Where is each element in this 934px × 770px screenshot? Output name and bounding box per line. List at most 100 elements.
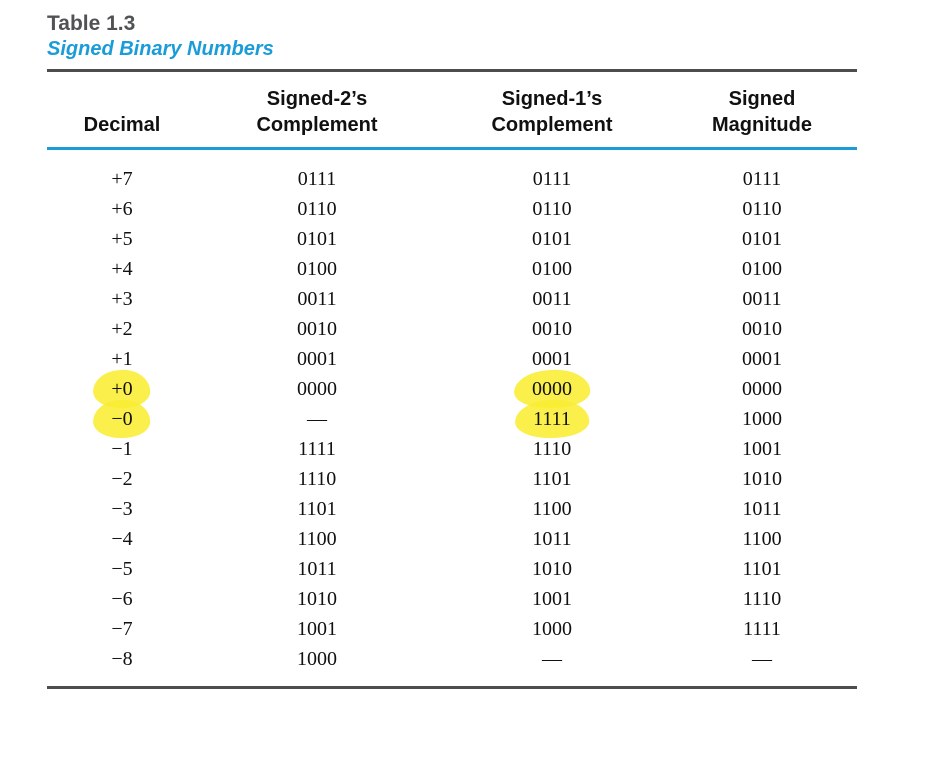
- cell-value: 1110: [532, 438, 572, 460]
- cell-value: 0110: [742, 198, 782, 220]
- column-header-signed-1s-complement: Signed-1’s Complement: [437, 72, 667, 150]
- cell-value: 0001: [742, 348, 782, 370]
- table-cell: +7: [47, 149, 197, 195]
- table-cell: 0100: [667, 254, 857, 284]
- header-row: Decimal Signed-2’s Complement Signed-1’s…: [47, 72, 857, 150]
- header-line: [47, 86, 197, 112]
- table-cell: 0110: [667, 194, 857, 224]
- table-cell: 0011: [437, 284, 667, 314]
- table-cell: 1111: [197, 434, 437, 464]
- table-row: +4 0100 0100 0100: [47, 254, 857, 284]
- cell-value: 0011: [532, 288, 572, 310]
- table-cell: 0001: [197, 344, 437, 374]
- cell-value: 1001: [742, 438, 782, 460]
- table-cell: 0110: [437, 194, 667, 224]
- table-cell: 0111: [667, 149, 857, 195]
- table-row: −4 1100 1011 1100: [47, 524, 857, 554]
- cell-value: −2: [111, 468, 133, 490]
- bottom-rule: [47, 686, 857, 689]
- table-cell: 0101: [437, 224, 667, 254]
- table-row: −7 1001 1000 1111: [47, 614, 857, 644]
- table-cell: 0000: [667, 374, 857, 404]
- table-cell: −7: [47, 614, 197, 644]
- table-cell: 0101: [197, 224, 437, 254]
- table-cell: −3: [47, 494, 197, 524]
- table-row: +3 0011 0011 0011: [47, 284, 857, 314]
- column-header-decimal: Decimal: [47, 72, 197, 150]
- table-cell: —: [667, 644, 857, 684]
- table-cell: +3: [47, 284, 197, 314]
- table-cell: 1001: [197, 614, 437, 644]
- cell-value: −4: [111, 528, 133, 550]
- table-cell: 1111: [667, 614, 857, 644]
- table-row: −2 1110 1101 1010: [47, 464, 857, 494]
- cell-value: —: [542, 648, 562, 670]
- cell-value: 0100: [297, 258, 337, 280]
- table-figure: Table 1.3 Signed Binary Numbers Decimal …: [47, 12, 857, 689]
- table-cell: −5: [47, 554, 197, 584]
- cell-value: −6: [111, 588, 133, 610]
- cell-value: 1101: [532, 468, 572, 490]
- cell-value: 1010: [742, 468, 782, 490]
- table-caption: Signed Binary Numbers: [47, 38, 274, 60]
- cell-value: 0001: [297, 348, 337, 370]
- cell-value: 0111: [297, 168, 337, 190]
- cell-value: 0011: [742, 288, 782, 310]
- cell-value: 1000: [297, 648, 337, 670]
- cell-value: 0000: [742, 378, 782, 400]
- cell-value: +1: [111, 348, 133, 370]
- table-cell: 1001: [667, 434, 857, 464]
- cell-value: 1110: [297, 468, 337, 490]
- table-cell: 0010: [197, 314, 437, 344]
- table-cell: 1011: [197, 554, 437, 584]
- header-line: Decimal: [83, 114, 161, 136]
- table-cell: +5: [47, 224, 197, 254]
- cell-value: 1100: [742, 528, 782, 550]
- cell-value: 1011: [742, 498, 782, 520]
- cell-value: 0001: [532, 348, 572, 370]
- table-cell: −0: [47, 404, 197, 434]
- highlighted-value: 0000: [532, 374, 572, 404]
- table-row: −1 1111 1110 1001: [47, 434, 857, 464]
- table-cell: 1001: [437, 584, 667, 614]
- cell-value: −3: [111, 498, 133, 520]
- highlighted-value: +0: [111, 374, 132, 404]
- cell-value: +4: [111, 258, 133, 280]
- cell-value: 1011: [532, 528, 572, 550]
- cell-value: 1111: [743, 618, 781, 640]
- table-cell: 1101: [197, 494, 437, 524]
- cell-value: 1000: [742, 408, 782, 430]
- header-line: Signed: [728, 88, 796, 110]
- table-cell: 0100: [437, 254, 667, 284]
- table-cell: 1000: [197, 644, 437, 684]
- table-row: +0 0000 0000 0000: [47, 374, 857, 404]
- table-row: +6 0110 0110 0110: [47, 194, 857, 224]
- table-cell: 1101: [667, 554, 857, 584]
- table-cell: 0010: [437, 314, 667, 344]
- cell-value: 0010: [532, 318, 572, 340]
- table-cell: 1101: [437, 464, 667, 494]
- header-line: Magnitude: [712, 114, 812, 136]
- highlighted-value: −0: [111, 404, 132, 434]
- cell-value: +5: [111, 228, 133, 250]
- table-cell: 0100: [197, 254, 437, 284]
- cell-value: −5: [111, 558, 133, 580]
- table-cell: −2: [47, 464, 197, 494]
- cell-value: 1010: [297, 588, 337, 610]
- table-body: +7 0111 0111 0111 +6 0110 0110 0110 +5 0101 0101 01…: [47, 149, 857, 685]
- cell-value: 1000: [532, 618, 572, 640]
- top-rule: [47, 69, 857, 72]
- header-line: Signed-2’s: [266, 88, 368, 110]
- cell-value: 1010: [532, 558, 572, 580]
- table-cell: 1110: [667, 584, 857, 614]
- cell-value: —: [752, 648, 772, 670]
- table-cell: 1000: [667, 404, 857, 434]
- cell-value: 0010: [742, 318, 782, 340]
- table-label: Table 1.3: [47, 12, 136, 35]
- cell-value: +2: [111, 318, 133, 340]
- header-line: Complement: [256, 114, 378, 136]
- table-row: +1 0001 0001 0001: [47, 344, 857, 374]
- cell-value: +7: [111, 168, 133, 190]
- cell-value: 0000: [297, 378, 337, 400]
- table-cell: 1010: [197, 584, 437, 614]
